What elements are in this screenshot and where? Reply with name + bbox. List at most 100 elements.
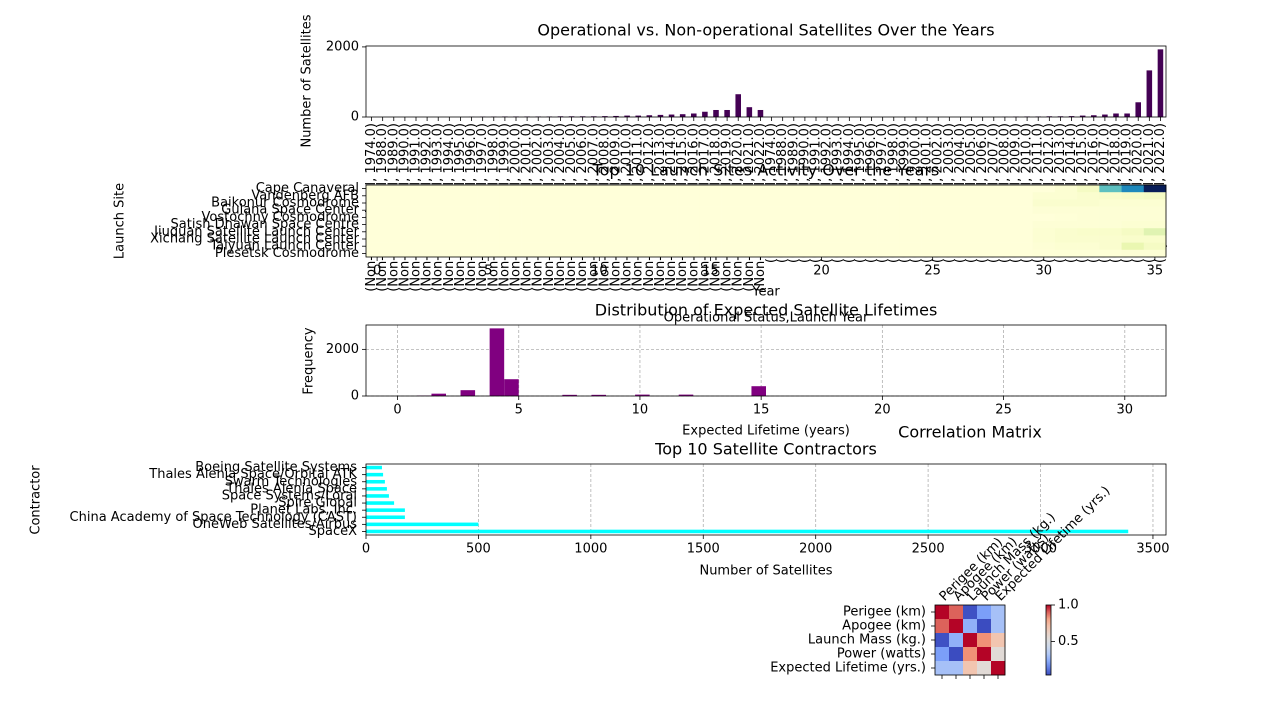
heatmap-cell — [963, 619, 978, 634]
heatmap-cell — [610, 228, 633, 236]
y-axis-label: Frequency — [302, 327, 317, 394]
heatmap-cell — [699, 242, 722, 251]
heatmap-cell — [454, 249, 478, 258]
heatmap-cell — [566, 228, 589, 236]
heatmap-cell — [432, 206, 456, 215]
histogram-bar — [591, 394, 606, 396]
heatmap-cell — [410, 213, 433, 222]
heatmap-cell — [543, 192, 567, 200]
heatmap-cell — [1054, 199, 1078, 207]
heatmap-cell — [899, 249, 922, 258]
heatmap-cell — [1121, 206, 1145, 215]
heatmap-cell — [499, 192, 522, 200]
bar — [1091, 115, 1097, 117]
heatmap-cell — [788, 235, 811, 243]
heatmap-cell — [810, 228, 833, 236]
heatmap-cell — [810, 185, 833, 193]
heatmap-cell — [1032, 206, 1056, 215]
heatmap-cell — [499, 228, 522, 236]
y-tick-label: Launch Mass (kg.) — [808, 633, 926, 648]
bar — [635, 115, 641, 117]
y-tick-label: Thales Alenia Space/Orbital ATK — [148, 467, 357, 482]
x-tick-label: 30 — [1117, 403, 1134, 418]
heatmap-cell — [721, 242, 745, 251]
heatmap-cell — [410, 242, 433, 251]
y-tick-label: Jiuquan Satellite Launch Center — [153, 224, 360, 239]
y-tick-label: Plesetsk Cosmodrome — [215, 246, 359, 261]
heatmap-cell — [1099, 192, 1122, 200]
heatmap-cell — [899, 213, 922, 222]
heatmap-cell — [1032, 242, 1056, 251]
heatmap-cell — [410, 192, 433, 200]
histogram-bar — [562, 394, 577, 396]
y-tick-label: Cape Canaveral — [256, 181, 359, 196]
heatmap-cell — [1121, 242, 1145, 251]
heatmap-cell — [677, 206, 700, 215]
heatmap-cell — [1032, 213, 1056, 222]
y-axis-label: Contractor — [29, 465, 44, 535]
heatmap-cell — [1032, 192, 1056, 200]
heatmap-cell — [521, 235, 545, 243]
heatmap-cell — [1143, 192, 1167, 200]
heatmap-cell — [654, 185, 678, 193]
x-tick-label: 25 — [995, 403, 1012, 418]
heatmap-cell — [1010, 199, 1033, 207]
heatmap-cell — [410, 185, 433, 193]
heatmap-cell — [966, 192, 989, 200]
x-axis-label: Year — [751, 285, 780, 300]
heatmap-cell — [721, 206, 745, 215]
heatmap-cell — [699, 192, 722, 200]
heatmap-cell — [832, 235, 856, 243]
heatmap-cell — [721, 192, 745, 200]
heatmap-cell — [410, 206, 433, 215]
x-axis-label: Operational Status,Launch Year — [664, 311, 869, 326]
heatmap-cell — [410, 199, 433, 207]
heatmap-cell — [454, 228, 478, 236]
heatmap-cell — [877, 249, 900, 258]
bar — [366, 479, 385, 484]
x-tick-label: 0 — [373, 264, 381, 279]
heatmap-cell — [766, 192, 789, 200]
heatmap-cell — [632, 192, 656, 200]
heatmap-cell — [454, 213, 478, 222]
heatmap-cell — [766, 249, 789, 258]
y-tick-label: Swarm Technologies — [225, 474, 357, 489]
bar — [1068, 116, 1075, 117]
x-tick-label: 500 — [466, 542, 491, 557]
heatmap-cell — [632, 213, 656, 222]
heatmap-cell — [766, 213, 789, 222]
y-tick-label: Spire Global — [278, 496, 357, 511]
heatmap-cell — [877, 242, 900, 251]
heatmap-cell — [677, 213, 700, 222]
heatmap-cell — [743, 228, 767, 236]
heatmap-cell — [943, 235, 967, 243]
heatmap-cell — [966, 199, 989, 207]
heatmap-cell — [499, 206, 522, 215]
y-tick-label: China Academy of Space Technology (CAST) — [70, 510, 357, 525]
heatmap-cell — [1032, 199, 1056, 207]
heatmap-cell — [1077, 213, 1100, 222]
heatmap-cell — [521, 213, 545, 222]
heatmap-cell — [1010, 249, 1033, 258]
heatmap-cell — [988, 221, 1011, 229]
heatmap-cell — [432, 213, 456, 222]
heatmap-cell — [877, 235, 900, 243]
heatmap-cell — [1054, 235, 1078, 243]
heatmap-cell — [854, 206, 878, 215]
heatmap-cell — [454, 192, 478, 200]
heatmap-cell — [877, 199, 900, 207]
heatmap-cell — [1121, 235, 1145, 243]
heatmap-cell — [935, 661, 950, 676]
heatmap-cell — [977, 633, 992, 648]
heatmap-cell — [1032, 249, 1056, 258]
heatmap-cell — [588, 213, 611, 222]
heatmap-cell — [966, 242, 989, 251]
heatmap-cell — [521, 206, 545, 215]
heatmap-cell — [991, 605, 1006, 620]
y-tick-label: Xichang Satellite Launch Center — [150, 232, 359, 247]
heatmap-cell — [1077, 192, 1100, 200]
heatmap-cell — [588, 206, 611, 215]
heatmap-cell — [632, 249, 656, 258]
heatmap-cell — [477, 199, 500, 207]
heatmap-cell — [543, 242, 567, 251]
